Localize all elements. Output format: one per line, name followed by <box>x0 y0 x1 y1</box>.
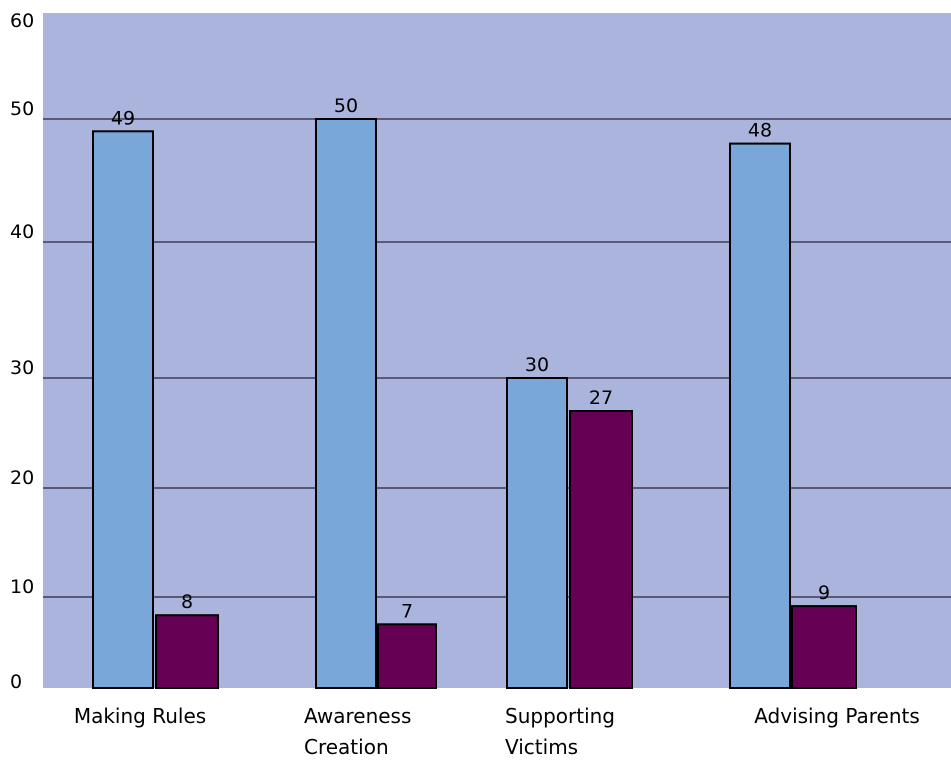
bar <box>92 130 154 690</box>
y-tick-label: 10 <box>10 576 34 598</box>
bar <box>506 377 568 689</box>
y-tick-label: 20 <box>10 467 34 489</box>
x-category-label: Advising Parents <box>754 704 920 728</box>
data-label: 8 <box>181 591 193 613</box>
plot-background <box>43 13 951 688</box>
data-label: 7 <box>401 600 413 622</box>
y-tick-label: 50 <box>10 98 34 120</box>
bar <box>569 410 633 689</box>
x-category-label: Supporting <box>505 704 615 728</box>
gridlines <box>43 118 951 598</box>
bar <box>315 118 377 689</box>
bars <box>92 118 857 690</box>
data-label: 49 <box>111 107 135 129</box>
bar <box>155 614 219 690</box>
x-category-label: Awareness <box>304 704 411 728</box>
data-label: 9 <box>818 582 830 604</box>
y-tick-label: 60 <box>10 10 34 32</box>
y-tick-label: 0 <box>10 671 22 693</box>
x-category-label: Creation <box>304 735 389 759</box>
data-label: 27 <box>589 387 613 409</box>
y-axis-ticks: 0 10 20 30 40 50 60 <box>10 10 34 693</box>
bar <box>791 605 857 689</box>
y-tick-label: 30 <box>10 357 34 379</box>
data-labels: 49 8 50 7 30 27 48 9 <box>111 95 830 622</box>
data-label: 50 <box>334 95 358 117</box>
x-category-label: Victims <box>505 735 578 759</box>
x-axis-labels: Making Rules Awareness Creation Supporting V… <box>74 704 920 759</box>
x-category-label: Making Rules <box>74 704 206 728</box>
data-label: 30 <box>525 354 549 376</box>
y-tick-label: 40 <box>10 221 34 243</box>
data-label: 48 <box>748 120 772 142</box>
bar <box>377 623 437 689</box>
bar <box>729 142 791 690</box>
